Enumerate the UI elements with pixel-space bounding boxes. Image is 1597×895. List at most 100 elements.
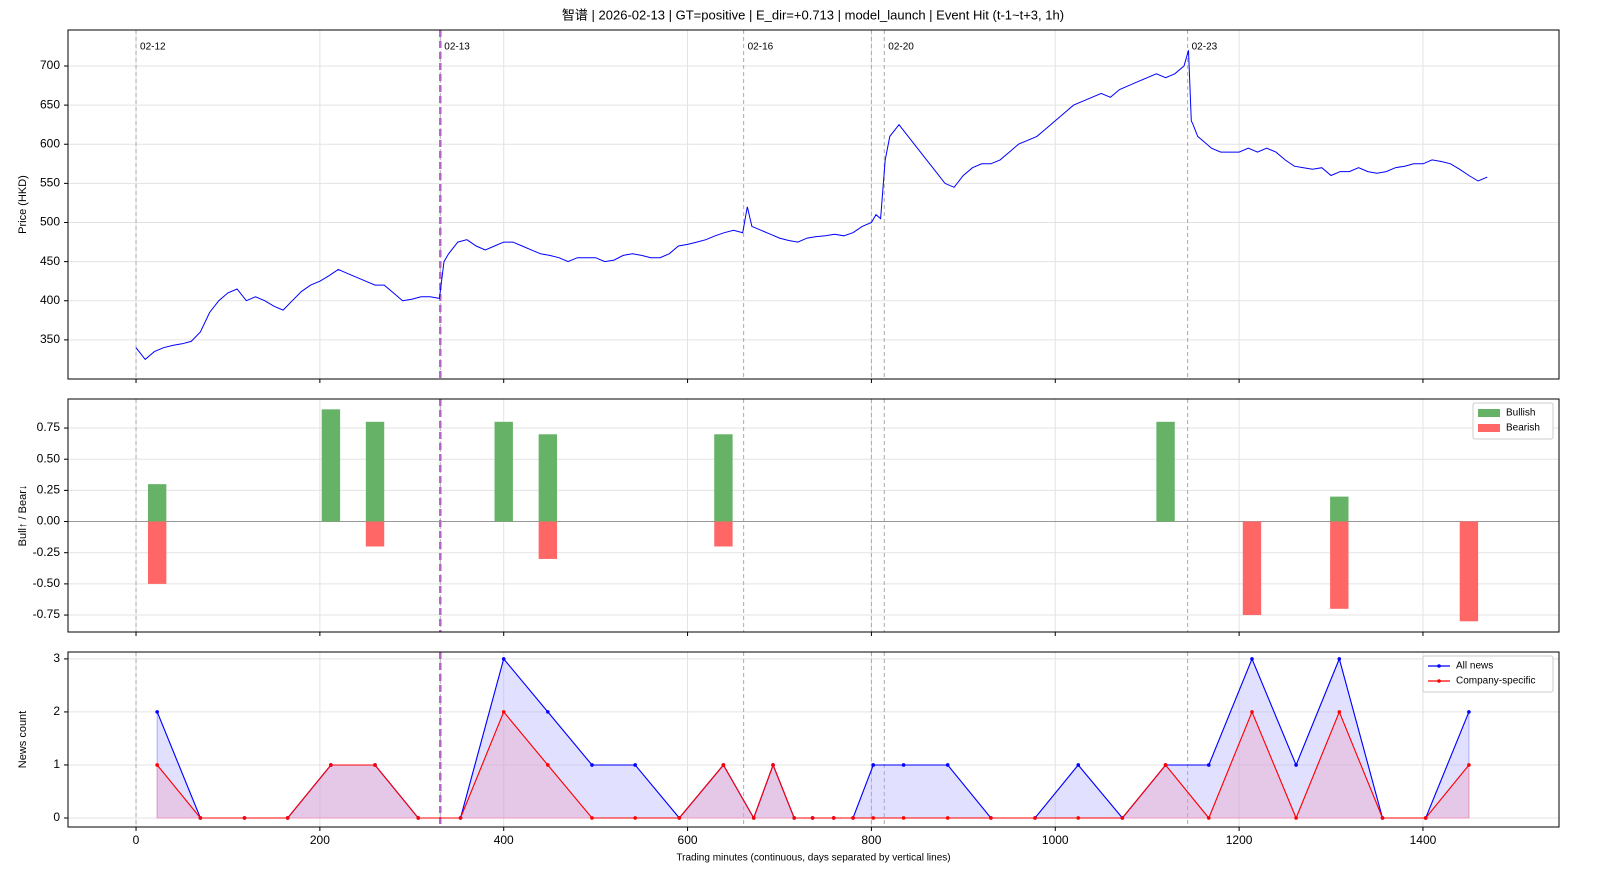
point: [501, 710, 506, 714]
day-label: 02-13: [444, 42, 470, 53]
legend-label: Bullish: [1506, 408, 1535, 419]
point: [901, 763, 906, 767]
point: [945, 763, 950, 767]
point: [810, 816, 815, 820]
legend-swatch: [1478, 424, 1500, 432]
y-tick-label: 700: [40, 58, 60, 72]
bar: [1242, 521, 1262, 616]
point: [989, 816, 993, 820]
point: [1380, 816, 1385, 820]
point: [416, 816, 421, 820]
y-tick-label: 350: [40, 332, 60, 346]
point: [458, 816, 463, 820]
x-tick-label: 1400: [1410, 833, 1437, 847]
point: [1467, 710, 1471, 714]
point: [677, 816, 682, 820]
legend-label: Bearish: [1506, 423, 1540, 434]
point: [771, 763, 775, 767]
y-tick-label: 0.25: [37, 483, 61, 497]
y-tick-label: 650: [40, 97, 60, 111]
x-tick-label: 200: [310, 833, 330, 847]
y-tick-label: 0: [53, 810, 60, 824]
y-tick-label: 450: [40, 254, 60, 268]
y-axis-label: News count: [17, 711, 29, 768]
point: [590, 763, 594, 767]
point: [1033, 816, 1037, 820]
bar: [494, 421, 513, 522]
x-tick-label: 0: [133, 833, 140, 847]
legend-marker: [1437, 679, 1441, 683]
chart-title: 智谱 | 2026-02-13 | GT=positive | E_dir=+0…: [562, 7, 1064, 22]
bar: [1330, 521, 1349, 609]
x-tick-label: 1200: [1226, 833, 1253, 847]
y-tick-label: 500: [40, 215, 60, 229]
y-tick-label: 550: [40, 176, 60, 190]
point: [198, 816, 203, 820]
point: [373, 763, 377, 767]
point: [1294, 763, 1298, 767]
point: [633, 763, 637, 767]
point: [1294, 816, 1298, 820]
point: [721, 763, 726, 767]
point: [831, 816, 836, 820]
point: [546, 763, 550, 767]
day-label: 02-23: [1192, 42, 1218, 53]
point: [1467, 763, 1471, 767]
x-axis-label: Trading minutes (continuous, days separa…: [676, 853, 950, 864]
price-line: [135, 50, 1488, 361]
point: [1206, 816, 1211, 820]
y-axis-label: Price (HKD): [17, 175, 29, 234]
bar: [714, 434, 733, 522]
point: [1206, 763, 1211, 767]
legend-marker: [1437, 664, 1441, 668]
bar: [147, 521, 167, 584]
y-tick-label: 600: [40, 136, 60, 150]
point: [1076, 816, 1081, 820]
point: [792, 816, 796, 820]
x-tick-label: 800: [861, 833, 881, 847]
y-tick-label: 0.50: [37, 451, 61, 465]
point: [242, 816, 247, 820]
legend-label: Company-specific: [1456, 676, 1535, 687]
x-tick-label: 600: [678, 833, 698, 847]
point: [1337, 710, 1342, 714]
x-tick-label: 1000: [1042, 833, 1069, 847]
point: [871, 816, 876, 820]
y-tick-label: 3: [53, 651, 60, 665]
bar: [147, 484, 167, 522]
point: [751, 816, 756, 820]
legend-box: [1422, 655, 1554, 693]
legend-swatch: [1478, 409, 1500, 417]
point: [155, 710, 159, 714]
plot-frame: [67, 398, 1560, 633]
point: [546, 710, 550, 714]
point: [329, 763, 333, 767]
y-tick-label: 0.00: [37, 514, 61, 528]
point: [1337, 657, 1342, 661]
bar: [365, 421, 385, 522]
x-tick-label: 400: [494, 833, 514, 847]
bar: [714, 521, 733, 547]
bar: [1156, 421, 1175, 522]
point: [1120, 816, 1125, 820]
point: [501, 657, 506, 661]
point: [1163, 763, 1168, 767]
bar: [321, 409, 341, 522]
bar: [538, 521, 558, 559]
point: [945, 816, 950, 820]
plot-frame: [67, 29, 1560, 380]
point: [851, 816, 855, 820]
y-tick-label: 1: [53, 757, 60, 771]
bar: [365, 521, 385, 547]
point: [155, 763, 159, 767]
plot-frame: [67, 651, 1560, 828]
point: [1250, 657, 1254, 661]
point: [1250, 710, 1254, 714]
day-label: 02-20: [888, 42, 914, 53]
bar: [538, 434, 558, 522]
point: [1076, 763, 1081, 767]
legend-label: All news: [1456, 661, 1493, 672]
point: [633, 816, 637, 820]
